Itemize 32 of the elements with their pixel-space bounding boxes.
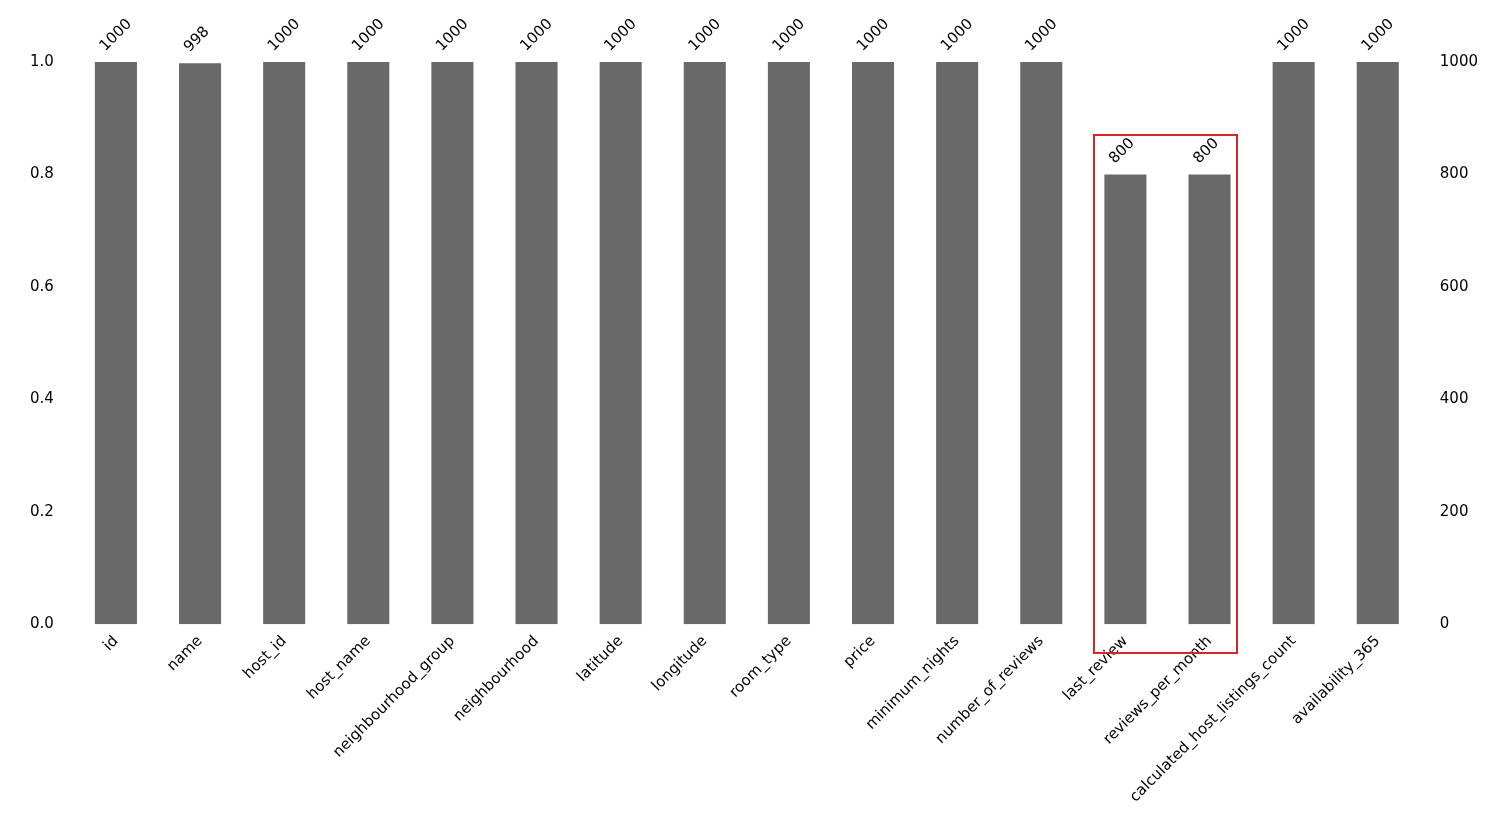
x-tick-label: id [99, 631, 122, 654]
bar [767, 62, 810, 625]
bar [1020, 62, 1063, 625]
data-label: 800 [1104, 133, 1138, 167]
y-tick-label: 0.6 [30, 276, 54, 295]
bar [683, 62, 726, 625]
bar [94, 62, 137, 625]
y-tick-label: 1.0 [30, 51, 54, 70]
y2-tick-label: 600 [1439, 276, 1469, 295]
data-label: 998 [179, 22, 213, 56]
data-label: 800 [1189, 133, 1223, 167]
y2-tick-label: 1000 [1439, 51, 1479, 70]
bar [852, 62, 895, 625]
y2-tick-label: 800 [1439, 164, 1469, 183]
y-tick-label: 0.8 [30, 164, 54, 183]
bar [1188, 174, 1231, 625]
bar [431, 62, 474, 625]
y2-tick-label: 0 [1439, 614, 1450, 633]
bar [599, 62, 642, 625]
bar [263, 62, 306, 625]
y2-tick-label: 400 [1439, 389, 1469, 408]
y-tick-label: 0.2 [30, 501, 54, 520]
y2-tick-label: 200 [1439, 501, 1469, 520]
bar [179, 63, 222, 625]
bar [515, 62, 558, 625]
bar [1272, 62, 1315, 625]
bar [1356, 62, 1399, 625]
bar [1104, 174, 1147, 625]
bar [347, 62, 390, 625]
y-tick-label: 0.4 [30, 389, 54, 408]
bar [936, 62, 979, 625]
y-tick-label: 0.0 [30, 614, 54, 633]
